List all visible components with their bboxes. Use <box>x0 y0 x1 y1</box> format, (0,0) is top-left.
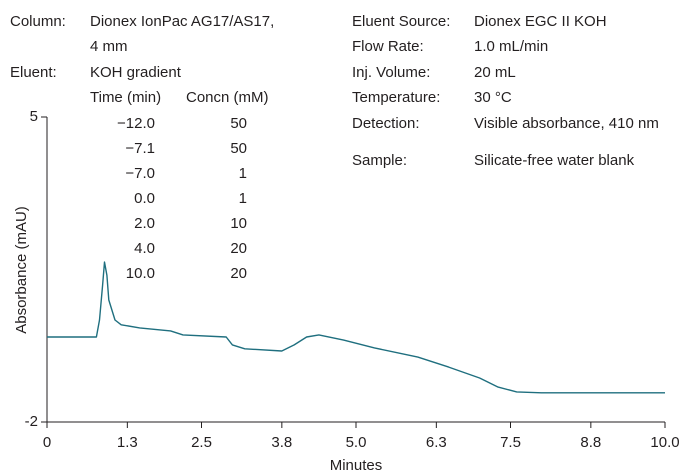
y-axis-label: Absorbance (mAU) <box>13 206 30 334</box>
gradient-time: −12.0 <box>117 115 155 132</box>
x-tick-label: 8.8 <box>580 434 601 451</box>
x-tick-label: 2.5 <box>191 434 212 451</box>
y-tick-label: 5 <box>30 108 38 125</box>
condition-value: 1.0 mL/min <box>474 38 548 55</box>
x-tick-label: 6.3 <box>426 434 447 451</box>
gradient-header: Time (min) <box>90 89 161 106</box>
gradient-concn: 50 <box>230 115 247 132</box>
condition-value: 20 mL <box>474 64 516 81</box>
condition-label: Detection: <box>352 115 420 132</box>
gradient-concn: 1 <box>239 190 247 207</box>
condition-value: Visible absorbance, 410 nm <box>474 115 659 132</box>
gradient-concn: 20 <box>230 240 247 257</box>
condition-value: 4 mm <box>90 38 128 55</box>
condition-label: Eluent: <box>10 64 57 81</box>
x-axis-label: Minutes <box>330 457 383 474</box>
gradient-time: −7.0 <box>125 165 155 182</box>
x-tick-label: 5.0 <box>346 434 367 451</box>
condition-label: Temperature: <box>352 89 440 106</box>
gradient-concn: 50 <box>230 140 247 157</box>
gradient-concn: 20 <box>230 265 247 282</box>
x-tick-label: 7.5 <box>500 434 521 451</box>
gradient-time: 2.0 <box>134 215 155 232</box>
gradient-time: 0.0 <box>134 190 155 207</box>
condition-value: Silicate-free water blank <box>474 152 635 169</box>
condition-value: Dionex IonPac AG17/AS17, <box>90 13 274 30</box>
y-tick-label: -2 <box>25 413 38 430</box>
condition-label: Eluent Source: <box>352 13 450 30</box>
gradient-concn: 10 <box>230 215 247 232</box>
x-tick-label: 1.3 <box>117 434 138 451</box>
gradient-time: 4.0 <box>134 240 155 257</box>
condition-label: Sample: <box>352 152 407 169</box>
gradient-time: 10.0 <box>126 265 155 282</box>
gradient-time: −7.1 <box>125 140 155 157</box>
condition-label: Inj. Volume: <box>352 64 430 81</box>
condition-value: KOH gradient <box>90 64 182 81</box>
x-tick-label: 0 <box>43 434 51 451</box>
condition-label: Flow Rate: <box>352 38 424 55</box>
x-tick-label: 10.0 <box>650 434 679 451</box>
condition-value: 30 °C <box>474 89 512 106</box>
trace <box>47 261 665 394</box>
condition-value: Dionex EGC II KOH <box>474 13 607 30</box>
gradient-concn: 1 <box>239 165 247 182</box>
gradient-header: Concn (mM) <box>186 89 269 106</box>
condition-label: Column: <box>10 13 66 30</box>
x-tick-label: 3.8 <box>271 434 292 451</box>
